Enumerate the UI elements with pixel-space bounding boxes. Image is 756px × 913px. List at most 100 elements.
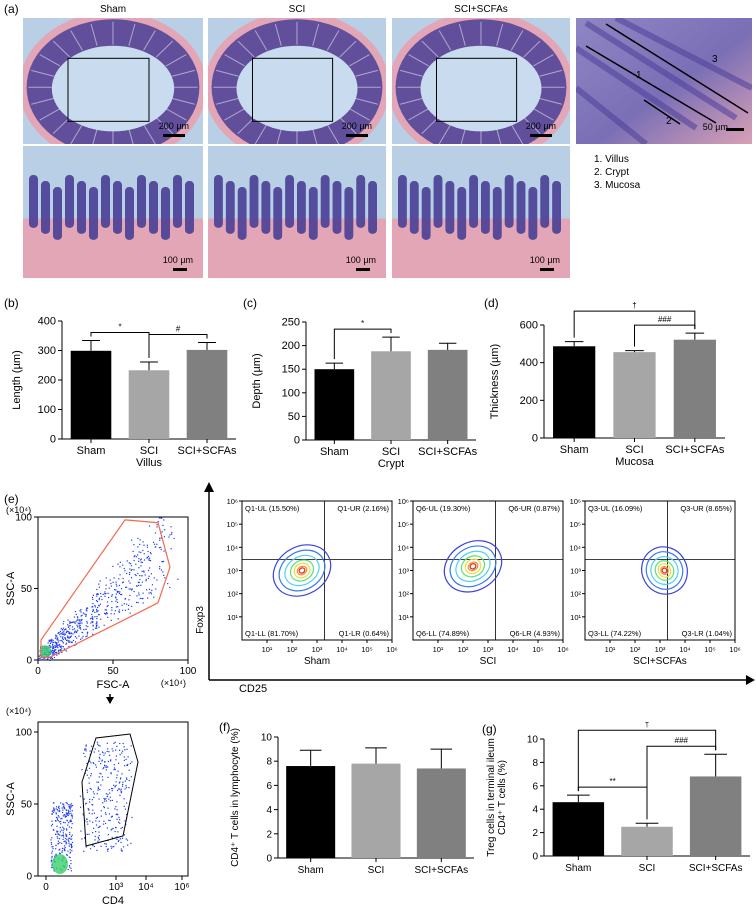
x-tick-label: 10⁵ <box>704 645 715 654</box>
y-tick-label: 10⁶ <box>398 497 409 506</box>
micrograph-1-bottom-image <box>208 146 386 278</box>
contour-ring <box>650 556 679 585</box>
y-tick-label: 200 <box>38 375 56 387</box>
quadrant-ll-label: Q1-LL (81.70%) <box>245 629 299 638</box>
micrograph-detail-image: 1 2 3 <box>576 18 752 144</box>
x-tick-label: 10³ <box>312 645 323 654</box>
micrograph-2-bottom-scale: 100 µm <box>529 255 560 265</box>
plot-frame <box>37 721 189 877</box>
micrograph-1-top-scale: 200 µm <box>341 121 372 131</box>
y-tick-label: 6 <box>532 781 538 792</box>
contour-ring <box>272 544 332 597</box>
flow-fsc-ssc-plot: 0 50 100 0 50 100 FSC-A SSC-A (×10⁴) (×10⁴) <box>5 505 197 704</box>
x-tick-label: 0 <box>35 666 41 677</box>
y-tick-label: 2 <box>532 828 538 839</box>
x-axis-label: CD25 <box>239 683 267 695</box>
x-tick-label: SCI <box>639 863 656 874</box>
x-tick-label: Sham <box>320 446 349 458</box>
sample-label: Sham <box>304 656 330 667</box>
y-tick-label: 0 <box>532 433 538 445</box>
sample-label: SCI+SCFAs <box>633 656 687 667</box>
significance-mark: # <box>176 325 181 334</box>
x-tick-label: 10⁴ <box>507 645 519 654</box>
y-tick-label: 100 <box>38 404 56 416</box>
y-tick-label: 10⁶ <box>570 497 581 506</box>
y-tick-label: 0 <box>26 872 32 883</box>
y-axis-label: SSC-A <box>5 782 17 816</box>
flow-arrowhead <box>106 697 114 704</box>
chart-cd4-lymphocyte: 0 2 4 6 8 10 CD4⁺ T cells in lymphocyte (%) Sha… <box>230 728 474 876</box>
x-tick-label: SCI+SCFAs <box>418 446 477 458</box>
micrograph-0-top-scale: 200 µm <box>158 121 189 131</box>
micrograph-1-top-image <box>208 18 386 144</box>
x-tick-label: Sham <box>77 445 106 457</box>
y-tick-label: 10¹ <box>227 613 238 622</box>
significance-mark: ### <box>675 736 689 745</box>
y-tick-label: 10³ <box>227 567 238 576</box>
micrograph-0-bottom-scale: 100 µm <box>162 255 193 265</box>
contour-ring <box>449 545 497 588</box>
y-tick-label: 6 <box>266 781 272 792</box>
quadrant-lr-label: Q3-LR (1.04%) <box>682 629 733 638</box>
x-tick-label: 10⁶ <box>386 645 397 654</box>
micrograph-2-bottom-image <box>392 146 570 278</box>
significance-bracket <box>333 328 392 360</box>
x-tick-label: 10² <box>287 645 298 654</box>
x-tick-label: 10⁶ <box>174 882 189 893</box>
x-tick-label: 50 <box>107 666 119 677</box>
bar <box>673 339 716 438</box>
panel-label-f: (f) <box>219 720 231 734</box>
micrograph-2-top-scale: 200 µm <box>525 121 556 131</box>
x-tick-label: SCI+SCFAs <box>665 444 724 456</box>
detail-mark-3: 3 <box>712 54 718 65</box>
y-tick-label: 10 <box>261 733 273 744</box>
legend-crypt: 2. Crypt <box>594 167 630 178</box>
micrograph-0-top: Sham 200 µm <box>23 4 203 144</box>
x-tick-label: 10³ <box>109 882 124 893</box>
x-tick-label: 10² <box>458 645 469 654</box>
chart-treg-cells: 0 2 4 6 8 10 Treg cells in terminal ileum CD4⁺ … <box>486 722 750 874</box>
y-tick-label: 250 <box>282 317 300 329</box>
micrograph-1-top: SCI 200 µm <box>208 4 386 144</box>
significance-bracket <box>577 729 717 792</box>
bar <box>371 351 411 440</box>
x-tick-label: 10³ <box>655 645 666 654</box>
contour-ring <box>443 540 503 593</box>
y-tick-label: 0 <box>50 434 56 446</box>
x-tick-label: 10³ <box>483 645 494 654</box>
x-tick-label: 10¹ <box>433 645 444 654</box>
density-core <box>39 645 52 658</box>
quadrant-lr-label: Q1-LR (0.64%) <box>339 629 390 638</box>
micrograph-2-top-image <box>392 18 570 144</box>
y-axis-label: Treg cells in terminal ileum <box>486 738 497 857</box>
contour-ring <box>469 563 477 570</box>
y-axis-label: CD4⁺ T cells in lymphocyte (%) <box>230 728 241 867</box>
chart-crypt-depth: 0 50 100 150 200 250 Depth (µm) Sham SCI SCI+SCFA… <box>251 317 478 471</box>
x-tick-label: 10⁶ <box>729 645 740 654</box>
x-tick-label: 100 <box>180 666 197 677</box>
x-tick-label: SCI+SCFAs <box>178 445 237 457</box>
micrograph-1-bottom-scale: 100 µm <box>345 255 376 265</box>
y-axis-label: Thickness (µm) <box>489 344 501 419</box>
x-axis-label: Villus <box>136 457 163 469</box>
chart-mucosa-thickness: 0 200 400 600 Thickness (µm) Sham SCI SCI+SCFAs… <box>489 301 725 468</box>
quadrant-ll-label: Q3-LL (74.22%) <box>588 629 642 638</box>
x-axis-label: CD4 <box>102 895 124 907</box>
y-tick-label: 50 <box>21 800 33 811</box>
bar <box>621 826 673 856</box>
micrograph-0-bottom: 100 µm <box>23 146 203 278</box>
micrograph-0-title: Sham <box>99 4 127 15</box>
x-tick-label: 10⁴ <box>336 645 348 654</box>
bar <box>128 370 170 439</box>
panel-label-g: (g) <box>482 722 497 736</box>
y-tick-label: 100 <box>15 728 32 739</box>
y-tick-label: 4 <box>266 805 272 816</box>
sample-label: SCI <box>480 656 497 667</box>
foxp3-arrowhead <box>204 482 214 492</box>
y-tick-label: 10² <box>227 590 238 599</box>
flow-cd25-foxp3-plots: Foxp3 CD25 Q1-UL (15.50%) Q1-UR (2.16%) Q1-L… <box>195 482 755 695</box>
contour-ring <box>278 549 326 592</box>
contour-ring <box>660 565 669 576</box>
structure-legend: 1. Villus 2. Crypt 3. Mucosa <box>594 153 640 192</box>
micrograph-2-top: SCI+SCFAs 200 µm <box>392 4 570 144</box>
